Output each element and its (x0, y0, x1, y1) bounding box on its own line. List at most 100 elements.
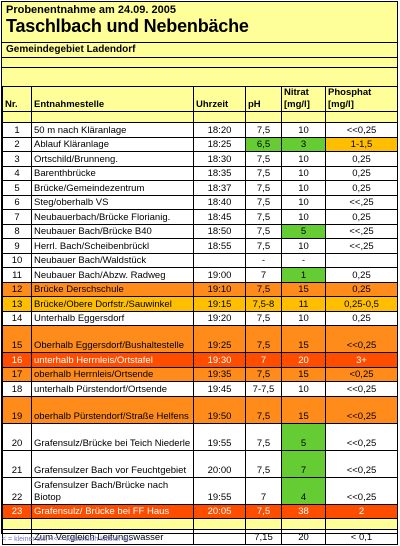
compare-row: Zum Vergleich Leitungswasser 7,15 20 < 0… (2, 529, 398, 545)
row-time: 19:45 (193, 381, 246, 397)
row-ph: 7,5 (245, 422, 282, 451)
row-phosphat: 0,25 (325, 209, 398, 225)
row-location: Grafensulzer Bach vor Feuchtgebiet (31, 449, 194, 478)
row-time: 20:05 (193, 503, 246, 519)
table-row: 18 unterhalb Pürstendorf/Ortsende 19:45 7-7… (2, 381, 398, 397)
row-phosphat: 2 (325, 503, 398, 519)
row-ph: 7,5 (245, 325, 282, 353)
row-nitrat: 15 (281, 325, 326, 353)
table-row: 12 Brücke Derschschule 19:10 7,5 15 0,25 (2, 281, 398, 297)
row-ph: 7,5 (245, 165, 282, 181)
row-nr: 7 (2, 209, 32, 225)
row-nitrat: - (281, 252, 326, 268)
row-ph: 7,5-8 (245, 296, 282, 312)
table-row: 13 Brücke/Obere Dorfstr./Sauwinkel 19:15 7,… (2, 296, 398, 312)
row-phosphat: <<,25 (325, 194, 398, 210)
row-location: Brücke/Obere Dorfstr./Sauwinkel (31, 296, 194, 312)
row-phosphat: 0,25 (325, 310, 398, 326)
row-time: 18:30 (193, 151, 246, 167)
row-nitrat: 1 (281, 267, 326, 283)
row-ph: 7,5 (245, 449, 282, 478)
row-time: 19:15 (193, 296, 246, 312)
page-subtitle: Gemeindegebiet Ladendorf (6, 44, 136, 55)
row-phosphat: <<,25 (325, 223, 398, 239)
row-nitrat: 10 (281, 165, 326, 181)
row-time: 19:55 (193, 422, 246, 451)
table-row: 21 Grafensulzer Bach vor Feuchtgebiet 20:0… (2, 449, 398, 478)
col-nr: Nr. (2, 86, 32, 112)
row-phosphat: 0,25 (325, 151, 398, 167)
row-ph: 7 (245, 476, 282, 505)
table-row: 9 Herrl. Bach/Scheibenbrückl 18:55 7,5 10 <<,… (2, 238, 398, 254)
row-time: 18:20 (193, 122, 246, 138)
row-time: 18:50 (193, 223, 246, 239)
sampling-date: Probenentnahme am 24.09. 2005 (6, 4, 176, 16)
compare-ph: 7,15 (245, 529, 282, 545)
row-nr: 12 (2, 281, 32, 297)
table-row: 17 oberhalb Herrnleis/Ortsende 19:35 7,5 15 <… (2, 366, 398, 382)
row-nr: 16 (2, 352, 32, 368)
row-ph: 7-7,5 (245, 381, 282, 397)
table-row: 8 Neubauer Bach/Brücke B40 18:50 7,5 5 <<,25 (2, 223, 398, 239)
footnote: < = kleiner als, << = wesentlich kleiner… (2, 536, 132, 543)
row-nr: 23 (2, 503, 32, 519)
row-nr: 21 (2, 449, 32, 478)
row-time: 19:55 (193, 476, 246, 505)
row-location: Ablauf Kläranlage (31, 136, 194, 152)
row-location: Oberhalb Eggersdorf/Bushaltestelle (31, 325, 194, 353)
row-nr: 18 (2, 381, 32, 397)
row-nitrat: 10 (281, 151, 326, 167)
row-time: 18:45 (193, 209, 246, 225)
row-location: Grafensulz/ Brücke bei FF Haus (31, 503, 194, 519)
row-location: oberhalb Herrnleis/Ortsende (31, 366, 194, 382)
row-time: 19:00 (193, 267, 246, 283)
row-location: Neubauer Bach/Abzw. Radweg (31, 267, 194, 283)
row-nitrat: 10 (281, 194, 326, 210)
row-phosphat: 0,25 (325, 165, 398, 181)
table-row: 22 Grafensulzer Bach/Brücke nach Biotop 19… (2, 476, 398, 505)
row-location: unterhalb Herrnleis/Ortstafel (31, 352, 194, 368)
row-location: Grafensulz/Brücke bei Teich Niederle (31, 422, 194, 451)
row-location: Neubauer Bach/Waldstück (31, 252, 194, 268)
row-phosphat: <<0,25 (325, 122, 398, 138)
row-time: 19:20 (193, 310, 246, 326)
row-nitrat: 5 (281, 422, 326, 451)
row-time: 19:25 (193, 325, 246, 353)
table-row: 4 Barenthbrücke 18:35 7,5 10 0,25 (2, 165, 398, 181)
row-nr: 5 (2, 180, 32, 196)
row-nitrat: 10 (281, 180, 326, 196)
row-nr: 1 (2, 122, 32, 138)
table-row: 19 oberhalb Pürstendorf/Straße Helfens 19:… (2, 395, 398, 424)
row-nr: 19 (2, 395, 32, 424)
row-ph: 7,5 (245, 503, 282, 519)
row-nr: 22 (2, 476, 32, 505)
row-nitrat: 3 (281, 136, 326, 152)
table-row: 16 unterhalb Herrnleis/Ortstafel 19:30 7 20 3… (2, 352, 398, 368)
row-nitrat: 10 (281, 209, 326, 225)
row-phosphat: 1-1,5 (325, 136, 398, 152)
row-location: Grafensulzer Bach/Brücke nach Biotop (31, 476, 194, 505)
header-row: Nr. Entnahmestelle Uhrzeit pH Nitrat [mg… (2, 86, 398, 112)
table-row: 11 Neubauer Bach/Abzw. Radweg 19:00 7 1 0,25 (2, 267, 398, 283)
row-ph: 7,5 (245, 366, 282, 382)
row-nr: 14 (2, 310, 32, 326)
row-location: Neubauer Bach/Brücke B40 (31, 223, 194, 239)
table-row: 3 Ortschild/Brunneng. 18:30 7,5 10 0,25 (2, 151, 398, 167)
table-row: 2 Ablauf Kläranlage 18:25 6,5 3 1-1,5 (2, 136, 398, 152)
col-phosphat: Phosphat [mg/l] (325, 86, 398, 112)
row-phosphat: <<0,25 (325, 449, 398, 478)
row-ph: 7,5 (245, 180, 282, 196)
row-nr: 10 (2, 252, 32, 268)
row-location: 50 m nach Kläranlage (31, 122, 194, 138)
row-location: Steg/oberhalb VS (31, 194, 194, 210)
row-phosphat: 3+ (325, 352, 398, 368)
col-entnahmestelle: Entnahmestelle (31, 86, 194, 112)
row-nr: 9 (2, 238, 32, 254)
row-phosphat: <<0,25 (325, 422, 398, 451)
row-nr: 4 (2, 165, 32, 181)
row-time: 19:50 (193, 395, 246, 424)
row-location: Ortschild/Brunneng. (31, 151, 194, 167)
compare-nitrat: 20 (281, 529, 326, 545)
row-location: Herrl. Bach/Scheibenbrückl (31, 238, 194, 254)
